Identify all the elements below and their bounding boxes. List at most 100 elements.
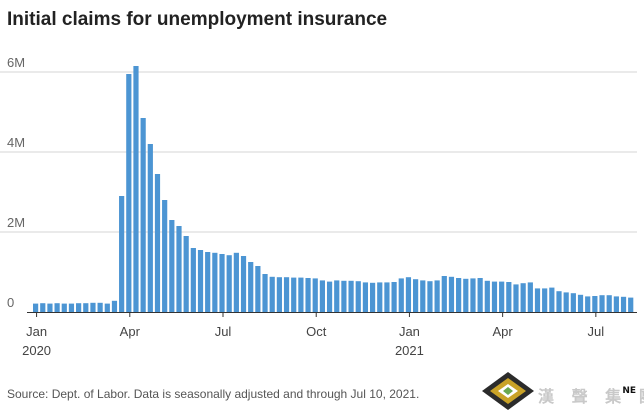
bar xyxy=(362,282,369,312)
x-tick-year-label: 2020 xyxy=(22,343,51,358)
x-tick-label: Jul xyxy=(588,324,605,339)
x-tick-label: Apr xyxy=(493,324,514,339)
watermark-logo: 漢 聲 集 團 NE xyxy=(478,370,644,412)
bar xyxy=(119,196,125,312)
bar xyxy=(334,280,340,312)
bar xyxy=(83,303,89,312)
bar xyxy=(54,303,60,312)
bar xyxy=(212,252,218,312)
diamond-logo-icon xyxy=(482,372,534,410)
bar xyxy=(592,296,598,312)
bar xyxy=(147,144,153,312)
bar xyxy=(140,118,146,312)
source-note: Source: Dept. of Labor. Data is seasonal… xyxy=(7,387,420,401)
bar xyxy=(348,280,354,312)
bar xyxy=(513,284,519,312)
bar xyxy=(613,296,619,312)
bar xyxy=(255,266,261,312)
bar xyxy=(305,278,311,312)
watermark-text: 漢 聲 集 團 xyxy=(538,387,644,406)
bar xyxy=(527,282,533,312)
bar xyxy=(341,280,347,312)
bar xyxy=(76,303,82,312)
bar xyxy=(563,292,569,312)
x-tick-year-label: 2021 xyxy=(395,343,424,358)
bar xyxy=(427,281,433,312)
bar xyxy=(369,282,376,312)
x-axis xyxy=(27,312,637,317)
bar xyxy=(126,74,132,312)
x-axis-labels: Jan 2020 Apr Jul Oct Jan 2021 Apr Jul xyxy=(22,324,604,358)
bar xyxy=(413,279,419,312)
bar xyxy=(133,66,139,312)
bar xyxy=(448,276,455,312)
bar xyxy=(169,220,175,312)
bar xyxy=(183,236,189,312)
bar xyxy=(599,295,605,312)
x-tick-label: Oct xyxy=(306,324,327,339)
bar xyxy=(248,262,254,312)
x-tick-label: Apr xyxy=(120,324,141,339)
bar xyxy=(40,303,46,312)
bar xyxy=(276,277,282,312)
bar xyxy=(154,174,161,312)
bar xyxy=(97,302,103,312)
bar xyxy=(262,274,268,312)
bar xyxy=(477,278,483,312)
bar xyxy=(219,254,225,312)
bar xyxy=(606,295,612,312)
bar xyxy=(233,252,239,312)
bar xyxy=(491,281,498,312)
bar xyxy=(542,288,548,312)
bar xyxy=(499,281,505,312)
bar xyxy=(534,288,541,312)
bar xyxy=(190,248,196,312)
bar xyxy=(326,281,333,312)
y-tick-label: 6M xyxy=(7,55,25,70)
bar xyxy=(463,278,469,312)
bar xyxy=(90,302,96,312)
bar xyxy=(47,303,53,312)
bar xyxy=(33,303,39,312)
bar xyxy=(319,280,325,312)
bar xyxy=(226,255,232,312)
bar xyxy=(506,282,512,312)
bar xyxy=(577,294,584,312)
bar xyxy=(355,281,361,312)
watermark-badge: NE xyxy=(622,386,636,396)
y-tick-label: 0 xyxy=(7,295,14,310)
bars xyxy=(33,66,634,312)
bar xyxy=(556,291,562,312)
bar xyxy=(470,278,476,312)
bar xyxy=(570,293,576,312)
bar xyxy=(398,278,404,312)
bar xyxy=(377,282,383,312)
bar-chart: 0 2M 4M 6M Jan 2020 Apr Jul Oct Jan 2021 Apr Jul xyxy=(0,55,637,358)
bar xyxy=(269,276,275,312)
y-tick-label: 4M xyxy=(7,135,25,150)
gridlines xyxy=(0,71,637,233)
bar xyxy=(205,252,211,312)
bar xyxy=(620,296,627,312)
bar xyxy=(434,280,440,312)
chart-title: Initial claims for unemployment insuranc… xyxy=(7,9,388,30)
bar xyxy=(628,297,634,312)
bar xyxy=(176,226,182,312)
bar xyxy=(291,277,297,312)
y-tick-label: 2M xyxy=(7,215,25,230)
bar xyxy=(391,282,397,312)
x-tick-label: Jul xyxy=(215,324,232,339)
bar xyxy=(420,280,426,312)
bar xyxy=(68,303,75,312)
bar xyxy=(197,250,204,312)
bar xyxy=(384,282,390,312)
bar xyxy=(61,303,67,312)
bar xyxy=(520,283,526,312)
x-tick-label: Jan xyxy=(399,324,420,339)
x-tick-label: Jan xyxy=(26,324,47,339)
bar xyxy=(405,277,412,312)
bar xyxy=(162,200,168,312)
bar xyxy=(111,300,118,312)
bar xyxy=(298,277,304,312)
bar xyxy=(312,278,318,312)
